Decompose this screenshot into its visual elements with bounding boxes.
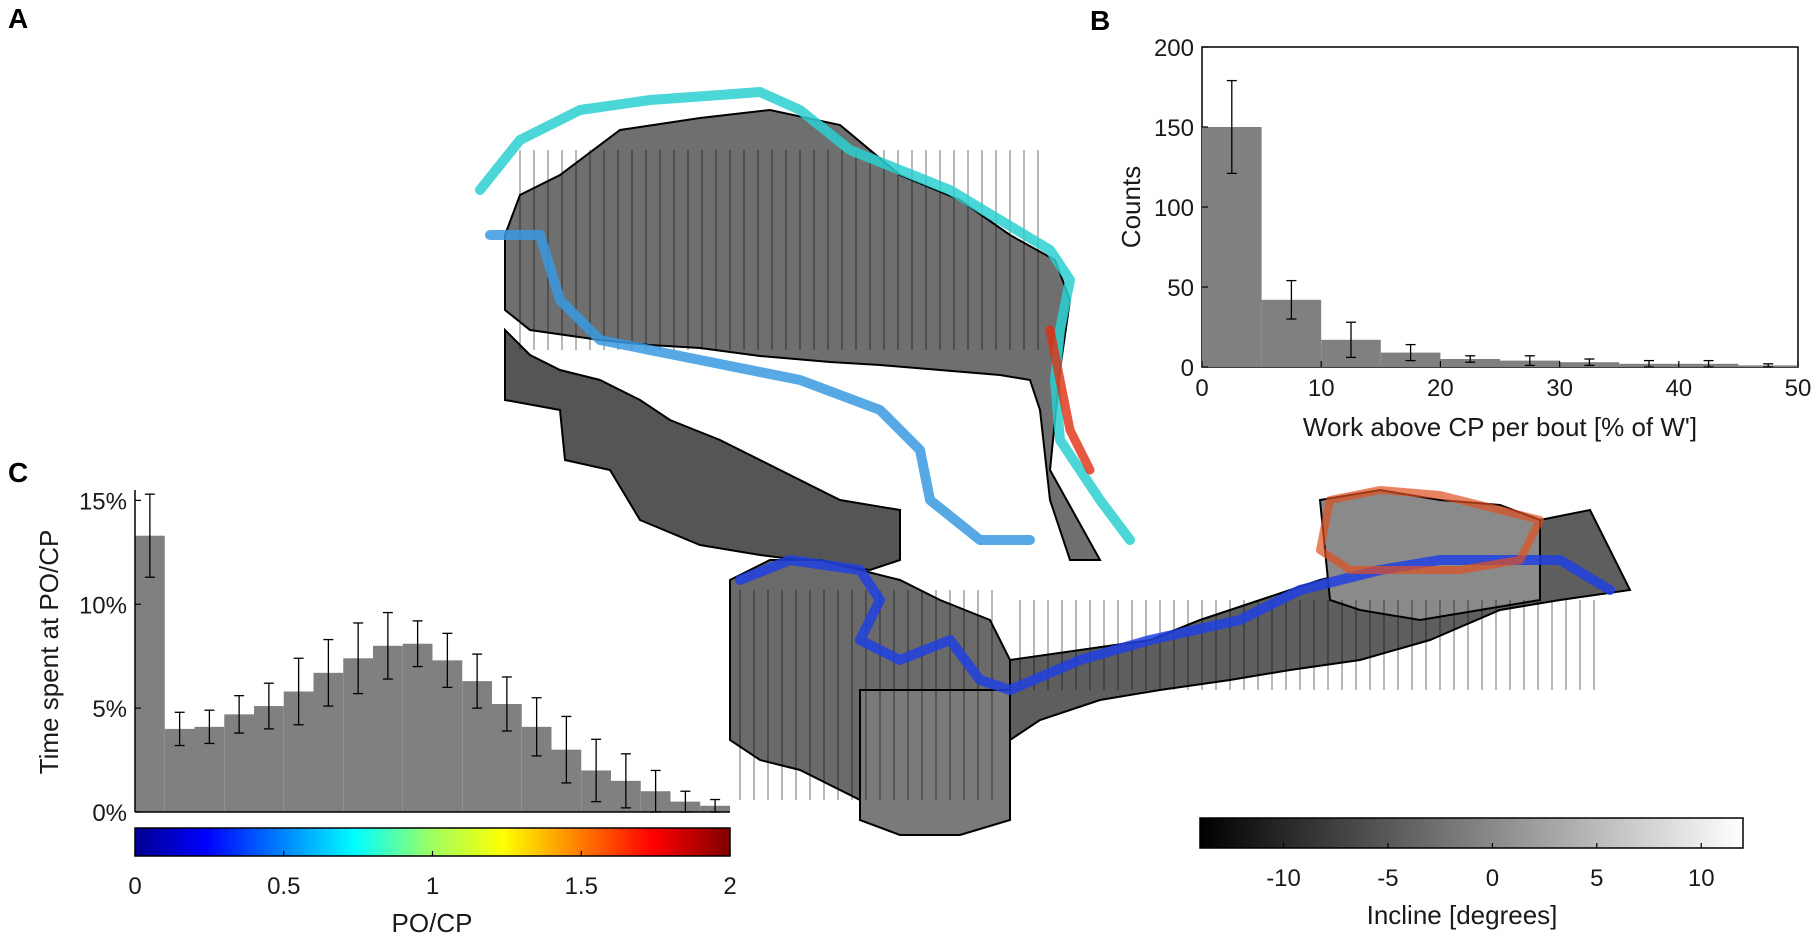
panel-b-xtick-label: 10 xyxy=(1308,375,1335,402)
panel-c-colorbar-tick-label: 0 xyxy=(128,873,141,900)
panel-b-xtick-label: 50 xyxy=(1785,375,1812,402)
panel-letter-a: A xyxy=(8,3,28,34)
panel-c-errorbars xyxy=(144,493,721,813)
incline-colorbar-tick-label: 10 xyxy=(1688,865,1715,892)
panel-b-xticks: 0 10 20 30 40 50 xyxy=(1195,361,1811,402)
panel-c-colorbar-tick-label: 1.5 xyxy=(565,873,598,900)
panel-b-xtick-label: 0 xyxy=(1195,375,1208,402)
panel-b-xtick-label: 40 xyxy=(1665,375,1692,402)
lower-mid-wall xyxy=(859,689,1011,836)
incline-colorbar-tick-label: 0 xyxy=(1486,865,1499,892)
panel-c-colorbar-tick-label: 0.5 xyxy=(267,873,300,900)
incline-colorbar-tick-label: 5 xyxy=(1590,865,1603,892)
panel-c-colorbar-tick-label: 1 xyxy=(426,873,439,900)
panel-b-ytick-label: 0 xyxy=(1181,355,1194,382)
wall-segment-lines xyxy=(519,150,1595,800)
panel-c-ytick-label: 5% xyxy=(92,696,127,723)
panel-b-xtick-label: 30 xyxy=(1546,375,1573,402)
upper-wall-face xyxy=(504,327,901,572)
incline-colorbar-gradient xyxy=(1199,817,1744,849)
panel-b-xlabel: Work above CP per bout [% of W'] xyxy=(1303,412,1697,442)
panel-b-ytick-label: 150 xyxy=(1154,115,1194,142)
panel-c-colorbar-tick-label: 2 xyxy=(723,873,736,900)
panel-c-colorbar-ticks: 0 0.5 1 1.5 2 xyxy=(128,851,737,900)
incline-colorbar: -10 -5 0 5 10 Incline [degrees] xyxy=(1199,817,1744,930)
track-hot-segment xyxy=(1045,325,1095,475)
panel-c-ytick-label: 15% xyxy=(79,488,127,515)
incline-colorbar-tick-label: -10 xyxy=(1266,865,1301,892)
panel-b-xtick-label: 20 xyxy=(1427,375,1454,402)
panel-c-colorbar-label: PO/CP xyxy=(392,908,473,937)
route-3d-illustration xyxy=(475,87,1632,836)
panel-b-bar xyxy=(1440,359,1500,367)
panel-c-bar xyxy=(135,535,165,812)
panel-c-bars xyxy=(135,535,730,812)
panel-c-chart: 0% 5% 10% 15% Time spent at PO/CP 0 0.5 1 1.5 2… xyxy=(34,488,737,937)
panel-b-ylabel: Counts xyxy=(1116,166,1146,248)
panel-b-ytick-label: 50 xyxy=(1167,275,1194,302)
incline-colorbar-label: Incline [degrees] xyxy=(1367,900,1558,930)
panel-letter-b: B xyxy=(1090,5,1110,36)
panel-letter-c: C xyxy=(8,457,28,488)
upper-wall xyxy=(504,108,1102,561)
panel-c-ytick-label: 10% xyxy=(79,592,127,619)
panel-b-chart: 0 10 20 30 40 50 0 50 100 150 200 Work above CP p… xyxy=(1116,35,1811,442)
track-upper xyxy=(475,87,1135,545)
incline-colorbar-ticks: -10 -5 0 5 10 xyxy=(1266,843,1715,892)
panel-b-ytick-label: 200 xyxy=(1154,35,1194,62)
panel-b-errorbars xyxy=(1226,79,1774,368)
panel-b-ytick-label: 100 xyxy=(1154,195,1194,222)
track-upper-b xyxy=(485,230,1035,545)
panel-c-ylabel: Time spent at PO/CP xyxy=(34,530,64,775)
track-right-loop xyxy=(1316,486,1544,574)
panel-b-bars xyxy=(1202,127,1798,367)
track-lower xyxy=(735,555,1615,695)
incline-colorbar-tick-label: -5 xyxy=(1377,865,1398,892)
panel-c-bar xyxy=(402,643,433,812)
panel-b-yticks: 0 50 100 150 200 xyxy=(1154,35,1208,382)
panel-c-yticks: 0% 5% 10% 15% xyxy=(79,488,141,827)
panel-c-ytick-label: 0% xyxy=(92,800,127,827)
